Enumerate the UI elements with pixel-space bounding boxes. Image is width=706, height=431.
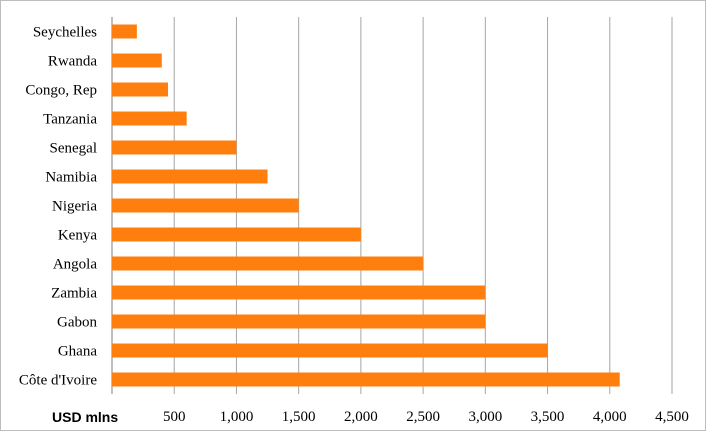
bars: [112, 24, 620, 387]
category-labels: Seychelles Rwanda Congo, Rep Tanzania Senega…: [19, 25, 98, 389]
x-tick-label: 4,000: [593, 409, 627, 425]
category-label: Namibia: [45, 170, 97, 186]
x-tick-label: 2,500: [406, 409, 440, 425]
bar: [112, 111, 187, 126]
category-label: Angola: [53, 257, 98, 273]
x-tick-label: 3,000: [468, 409, 502, 425]
x-tick-label: 1,500: [282, 409, 316, 425]
bar: [112, 53, 162, 68]
bar: [112, 343, 548, 358]
category-label: Ghana: [58, 344, 97, 360]
bar: [112, 198, 299, 213]
category-label: Seychelles: [33, 25, 97, 41]
x-tick-label: 2,000: [344, 409, 378, 425]
category-label: Congo, Rep: [25, 83, 97, 99]
bar: [112, 372, 620, 387]
category-label: Zambia: [51, 286, 97, 302]
bar: [112, 314, 486, 329]
category-label: Kenya: [58, 228, 97, 244]
x-tick-label: 3,500: [531, 409, 565, 425]
category-label: Rwanda: [48, 54, 97, 70]
x-tick-labels: 500 1,000 1,500 2,000 2,500 3,000 3,500 4,000 4,…: [163, 409, 689, 425]
category-label: Senegal: [50, 141, 97, 157]
bar: [112, 24, 137, 39]
x-tick-label: 500: [163, 409, 186, 425]
bar: [112, 227, 361, 242]
gridlines: [111, 17, 673, 394]
category-label: Nigeria: [52, 199, 97, 215]
bar: [112, 82, 168, 97]
category-label: Côte d'Ivoire: [19, 373, 97, 389]
x-tick-label: 1,000: [220, 409, 254, 425]
category-label: Gabon: [57, 315, 97, 331]
bar: [112, 140, 237, 155]
bar: [112, 285, 486, 300]
bar: [112, 256, 424, 271]
x-axis-unit-label: USD mlns: [52, 409, 118, 425]
x-tick-label: 4,500: [655, 409, 689, 425]
bar: [112, 169, 268, 184]
category-label: Tanzania: [43, 112, 97, 128]
